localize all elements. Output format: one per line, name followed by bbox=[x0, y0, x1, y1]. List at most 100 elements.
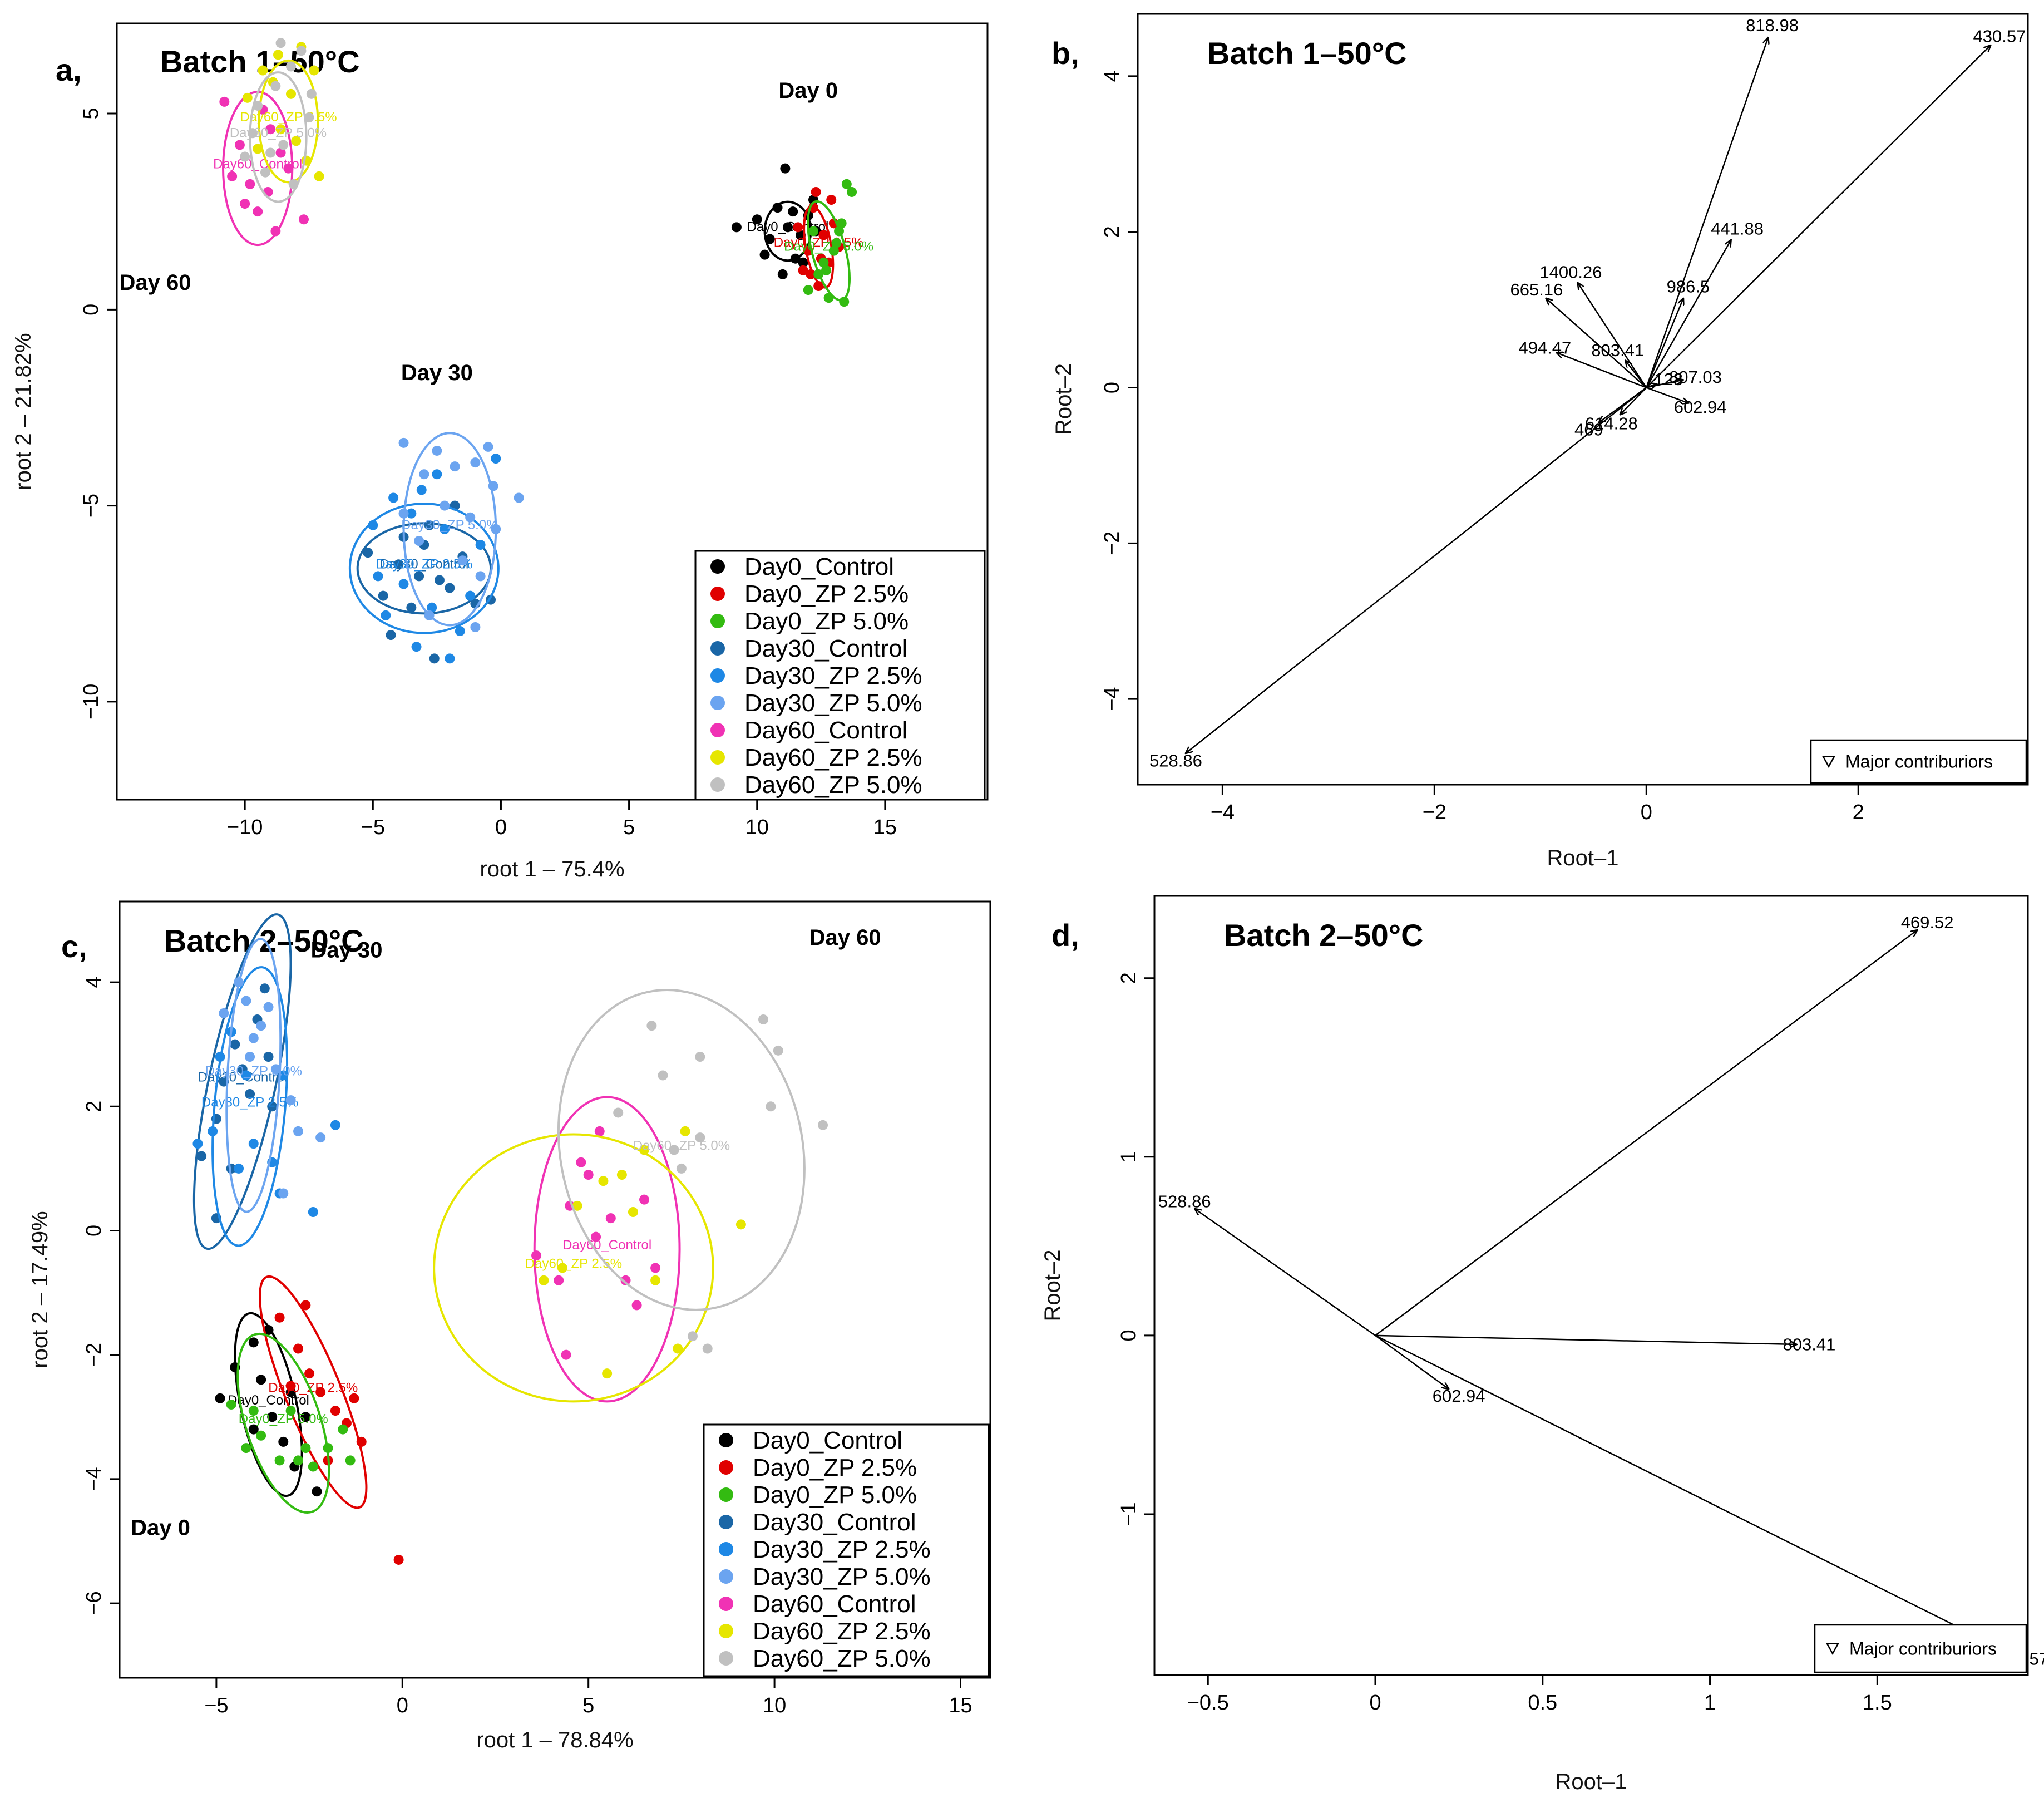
panel-a-point-day0-zp-5-0 bbox=[808, 226, 818, 237]
panel-letter-d: d, bbox=[1051, 918, 1079, 953]
panel-a-ytick-label: 5 bbox=[80, 107, 103, 119]
panel-c-ellipse-day0-zp-2-5 bbox=[259, 1275, 368, 1509]
panel-b-arrow-label-494-47: 494.47 bbox=[1518, 338, 1571, 358]
panel-c-point-day60-control bbox=[631, 1300, 642, 1311]
panel-c-ellipse-day60-zp-2-5 bbox=[433, 1133, 714, 1403]
panel-c-group-day60-zp-5-0: Day60_ZP 5.0% bbox=[557, 989, 828, 1354]
panel-b-arrow-label-602-94: 602.94 bbox=[1674, 397, 1727, 417]
panel-a-point-day30-zp-2-5 bbox=[455, 626, 465, 637]
panel-c-point-day30-zp-2-5 bbox=[248, 1139, 259, 1149]
panel-c-point-day60-zp-2-5 bbox=[628, 1207, 638, 1217]
panel-c-ytick-label: −4 bbox=[82, 1467, 106, 1491]
panel-c-point-day30-zp-5-0 bbox=[256, 1021, 266, 1031]
panel-c-point-day30-zp-5-0 bbox=[263, 1002, 274, 1012]
panel-c-point-day30-zp-2-5 bbox=[308, 1207, 318, 1217]
panel-c-point-day30-zp-5-0 bbox=[285, 1095, 296, 1106]
panel-a-legend-swatch-day30-zp-5-0 bbox=[710, 696, 725, 710]
panel-c-point-day60-control bbox=[650, 1263, 661, 1273]
panel-c-group-label-day0-zp-5-0: Day0_ZP 5.0% bbox=[239, 1411, 328, 1426]
panel-c-group-day30-zp-2-5: Day30_ZP 2.5% bbox=[192, 966, 340, 1247]
panel-c-point-day0-zp-2-5 bbox=[330, 1406, 340, 1416]
panel-a-point-day30-zp-5-0 bbox=[475, 571, 486, 582]
panel-b-biplot: Batch 1–50°C −4 −2 0 2 −4 −2 0 2 4 Root–1 Root–2 8… bbox=[1051, 13, 2029, 870]
panel-b-arrow-803-41 bbox=[1625, 361, 1647, 388]
panel-a-legend-swatch-day30-zp-2-5 bbox=[710, 668, 725, 683]
panel-c-point-day60-control bbox=[639, 1194, 650, 1205]
panel-a-point-day0-zp-5-0 bbox=[818, 257, 829, 268]
panel-b-arrow-986-5 bbox=[1646, 298, 1683, 388]
panel-a-point-day60-zp-2-5 bbox=[273, 50, 283, 60]
panel-c-point-day30-zp-5-0 bbox=[219, 1008, 229, 1018]
panel-c-point-day0-zp-5-0 bbox=[293, 1455, 304, 1466]
panel-d-xtick-label: 1.5 bbox=[1863, 1691, 1892, 1715]
panel-c-point-day60-control bbox=[554, 1275, 564, 1285]
panel-c-legend-label-day30-zp-5-0: Day30_ZP 5.0% bbox=[753, 1563, 931, 1590]
panel-c-point-day60-control bbox=[594, 1126, 605, 1136]
panel-c-point-day30-control bbox=[230, 1039, 240, 1050]
panel-d-arrow-528-86 bbox=[1194, 1209, 1376, 1336]
panel-a-point-day30-zp-5-0 bbox=[470, 457, 481, 468]
panel-a-point-day30-zp-2-5 bbox=[465, 590, 476, 601]
panel-a-point-day30-zp-5-0 bbox=[457, 555, 468, 566]
panel-c-point-day60-zp-5-0 bbox=[818, 1120, 828, 1130]
panel-c-ellipse-day60-control bbox=[533, 1096, 681, 1403]
panel-c-xtick-label: −5 bbox=[204, 1694, 228, 1717]
panel-a-point-day0-zp-5-0 bbox=[823, 293, 834, 303]
panel-b-arrow-818-98 bbox=[1646, 37, 1768, 388]
panel-c-point-day0-zp-5-0 bbox=[274, 1455, 285, 1466]
panel-c-point-day0-control bbox=[256, 1375, 266, 1385]
panel-c-point-day30-zp-2-5 bbox=[241, 1070, 251, 1081]
panel-a-point-day60-control bbox=[219, 96, 230, 107]
panel-c-legend-label-day0-control: Day0_Control bbox=[753, 1427, 902, 1454]
panel-c-point-day30-zp-5-0 bbox=[248, 1033, 259, 1043]
panel-a-point-day60-zp-2-5 bbox=[314, 171, 324, 181]
panel-a-point-day0-zp-2-5 bbox=[818, 230, 829, 240]
panel-c-point-day0-zp-2-5 bbox=[349, 1393, 359, 1403]
panel-b-arrow-label-441-88: 441.88 bbox=[1711, 219, 1764, 239]
panel-c-legend-label-day60-control: Day60_Control bbox=[753, 1590, 916, 1618]
panel-a-day-label-day-60: Day 60 bbox=[120, 270, 191, 295]
panel-a-point-day30-zp-2-5 bbox=[368, 520, 378, 530]
panel-letter-c: c, bbox=[61, 929, 87, 964]
panel-c-group-day30-zp-5-0: Day30_ZP 5.0% bbox=[205, 938, 326, 1213]
panel-a-point-day60-zp-5-0 bbox=[278, 140, 289, 150]
panel-c-frame bbox=[119, 900, 991, 1679]
panel-a-ylabel: root 2 – 21.82% bbox=[11, 333, 36, 490]
panel-c-point-day0-zp-2-5 bbox=[285, 1381, 296, 1391]
panel-c-group-label-day60-control: Day60_Control bbox=[562, 1238, 651, 1253]
panel-c-point-day60-zp-2-5 bbox=[673, 1343, 683, 1354]
panel-a-point-day60-control bbox=[283, 163, 294, 174]
panel-c-point-day0-zp-2-5 bbox=[300, 1300, 311, 1311]
panel-a-legend-label-day0-zp-5-0: Day0_ZP 5.0% bbox=[744, 608, 909, 635]
panel-c-point-day60-zp-2-5 bbox=[602, 1368, 613, 1379]
panel-d-ytick-label: 1 bbox=[1117, 1151, 1141, 1162]
panel-c-point-day0-control bbox=[263, 1325, 274, 1336]
panel-c-point-day60-control bbox=[576, 1157, 586, 1167]
panel-a-group-label-day60-zp-5-0: Day60_ZP 5.0% bbox=[230, 125, 327, 140]
panel-c-point-day30-control bbox=[196, 1151, 207, 1161]
panel-c-point-day0-control bbox=[300, 1412, 311, 1422]
panel-a-xtick-label: 15 bbox=[873, 816, 897, 839]
panel-c-ytick-label: 2 bbox=[82, 1101, 106, 1112]
panel-c-group-day0-zp-5-0: Day0_ZP 5.0% bbox=[226, 1332, 356, 1514]
panel-c-group-label-day30-zp-2-5: Day30_ZP 2.5% bbox=[201, 1095, 298, 1110]
panel-a-point-day60-zp-2-5 bbox=[291, 136, 302, 146]
panel-c-legend-swatch-day60-zp-5-0 bbox=[719, 1651, 733, 1666]
panel-a-point-day30-zp-2-5 bbox=[381, 610, 391, 620]
panel-b-arrow-label-528-86: 528.86 bbox=[1149, 751, 1202, 771]
panel-c-legend-label-day30-zp-2-5: Day30_ZP 2.5% bbox=[753, 1536, 931, 1563]
panel-a-point-day30-zp-5-0 bbox=[398, 437, 409, 448]
panel-a-point-day30-zp-2-5 bbox=[411, 642, 422, 652]
panel-c-point-day30-zp-5-0 bbox=[234, 977, 244, 988]
panel-a-group-label-day60-control: Day60_Control bbox=[213, 157, 302, 172]
panel-a-xtick-label: 0 bbox=[495, 816, 507, 839]
panel-c-point-day0-zp-5-0 bbox=[256, 1430, 266, 1441]
panel-b-arrow-label-986-5: 986.5 bbox=[1667, 277, 1710, 296]
panel-a-legend-label-day30-control: Day30_Control bbox=[744, 635, 908, 662]
panel-a-point-day60-zp-2-5 bbox=[258, 65, 268, 76]
panel-c-group-label-day60-zp-2-5: Day60_ZP 2.5% bbox=[525, 1256, 622, 1271]
panel-b-xtick-label: 0 bbox=[1641, 801, 1652, 824]
panel-c-point-day30-zp-5-0 bbox=[315, 1132, 326, 1143]
panel-c-point-day60-zp-2-5 bbox=[650, 1275, 661, 1285]
panel-a-point-day30-zp-5-0 bbox=[414, 536, 424, 546]
